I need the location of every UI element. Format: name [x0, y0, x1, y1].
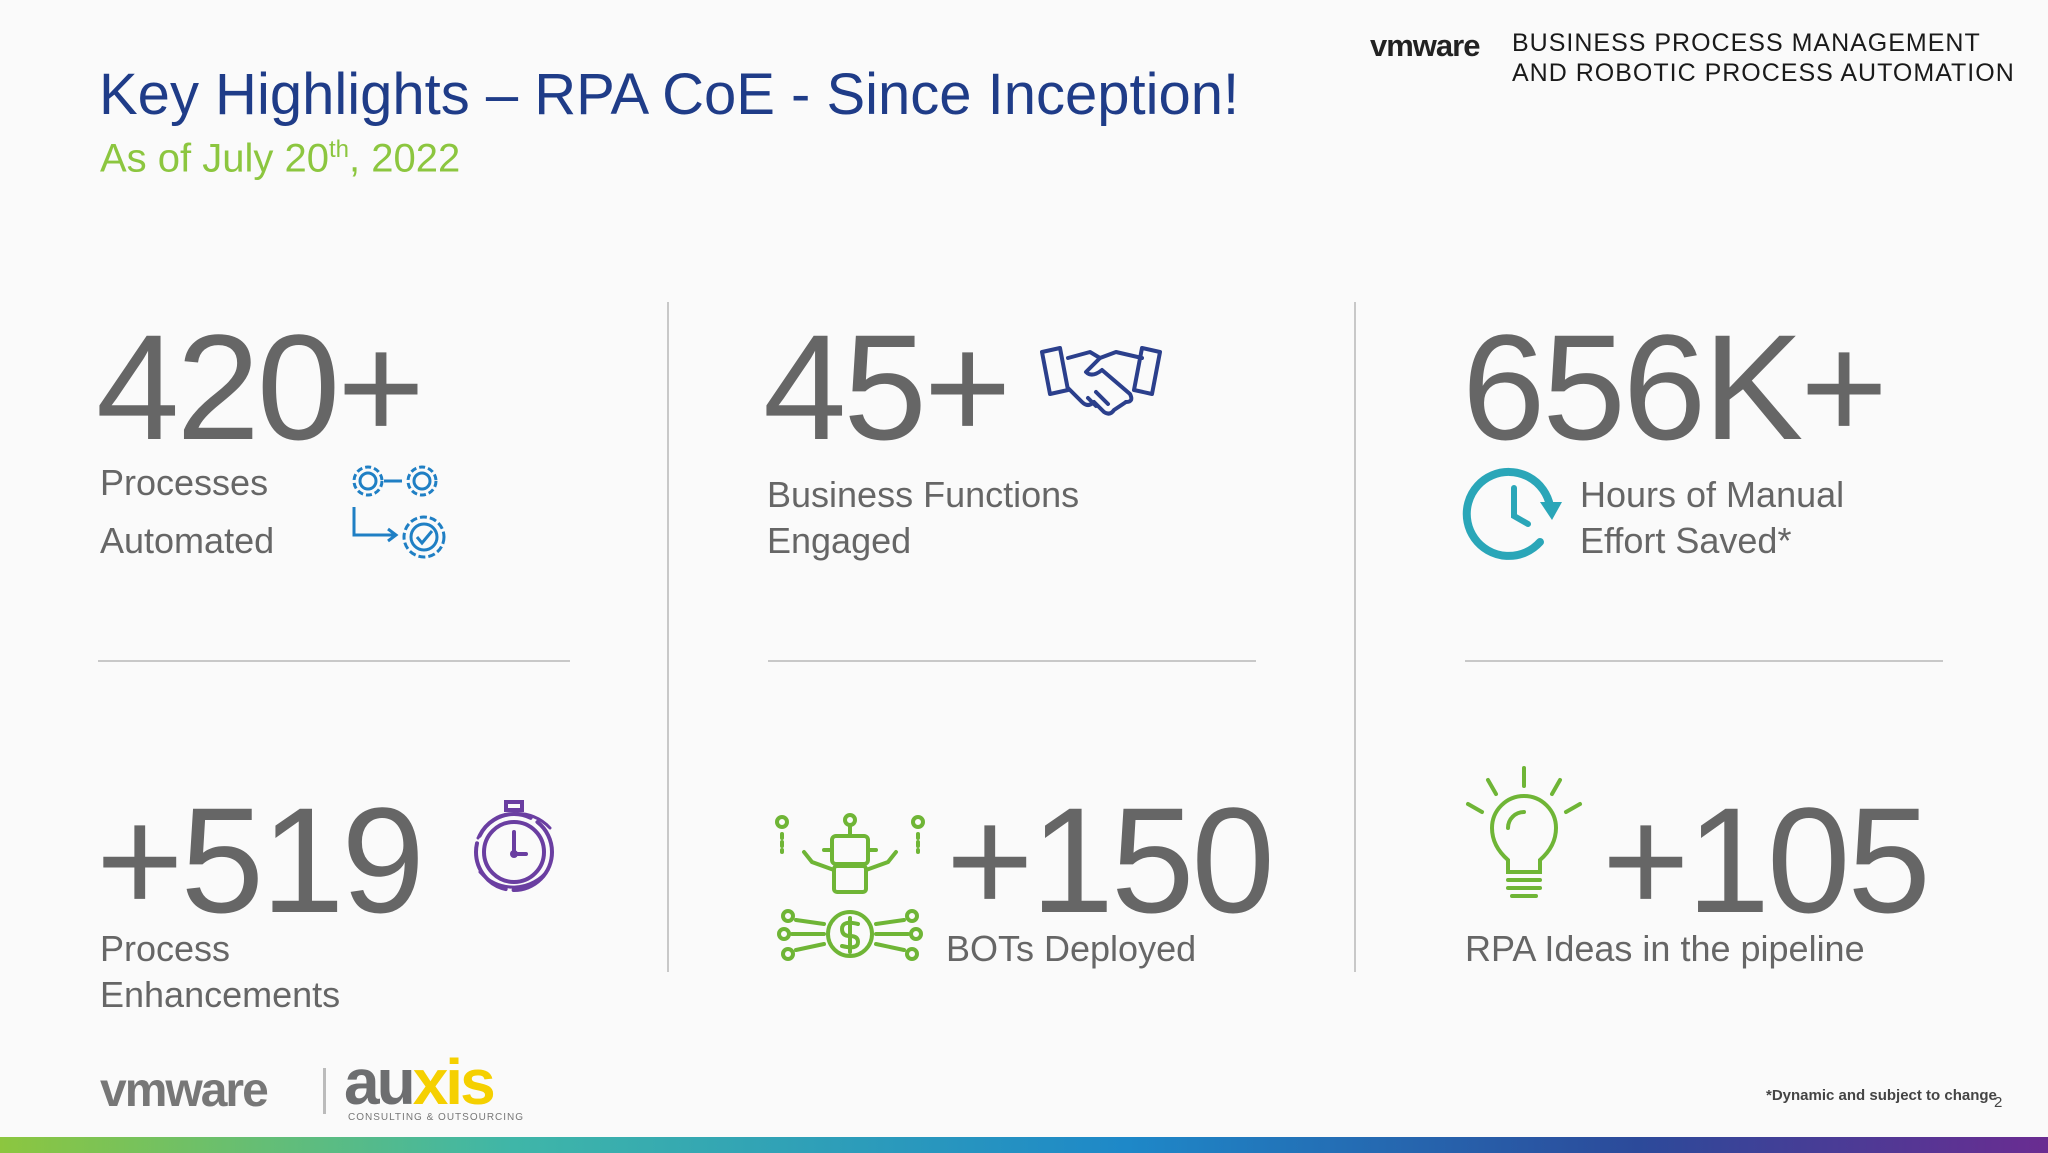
stat-ideas-value: +105 — [1602, 776, 1931, 944]
robot-money-icon — [775, 813, 925, 961]
subtitle-date: As of July 20 — [100, 136, 330, 181]
footer-vmware-logo: vmware — [100, 1064, 269, 1117]
stat-hours-value: 656K+ — [1462, 303, 1888, 471]
stat-hours-label: Hours of Manual Effort Saved* — [1580, 472, 1844, 564]
stat-processes-label: Processes Automated — [100, 460, 274, 564]
process-gears-icon — [352, 465, 446, 559]
stat-functions-value: 45+ — [763, 303, 1011, 471]
slide-title: Key Highlights – RPA CoE - Since Incepti… — [99, 62, 1240, 127]
subtitle-year: , 2022 — [349, 136, 461, 181]
footer-auxis-logo: auxis — [344, 1050, 496, 1114]
stat-hours-label-line1: Hours of Manual — [1580, 474, 1845, 515]
clock-refresh-icon — [1462, 467, 1562, 560]
footnote: *Dynamic and subject to change — [1766, 1087, 1997, 1104]
auxis-logo-part1: au — [344, 1046, 416, 1118]
stat-bots-value: +150 — [946, 776, 1275, 944]
slide-subtitle: As of July 20th, 2022 — [100, 136, 460, 181]
stat-bots-label: BOTs Deployed — [946, 928, 1197, 969]
column-divider-right — [1354, 302, 1356, 972]
row-divider-col3 — [1465, 660, 1943, 662]
vmware-logo: vmware — [1370, 28, 1480, 63]
stopwatch-cycle-icon — [474, 800, 554, 892]
stat-functions-label-line1: Business Functions — [767, 474, 1080, 515]
lightbulb-icon — [1466, 766, 1582, 898]
row-divider-col2 — [768, 660, 1256, 662]
stat-processes-value: 420+ — [96, 303, 425, 471]
column-divider-left — [667, 302, 669, 972]
brand-tagline: BUSINESS PROCESS MANAGEMENT AND ROBOTIC … — [1512, 28, 2015, 88]
stat-enhancements-label: Process Enhancements — [100, 926, 340, 1018]
bottom-gradient-bar — [0, 1137, 2048, 1153]
brand-tagline-line1: BUSINESS PROCESS MANAGEMENT — [1512, 29, 1981, 57]
row-divider-col1 — [98, 660, 570, 662]
footer-logo-separator — [323, 1068, 326, 1114]
page-number: 2 — [1994, 1094, 2003, 1111]
stat-functions-label: Business Functions Engaged — [767, 472, 1079, 564]
stat-processes-label-line1: Processes — [100, 462, 269, 503]
brand-tagline-line2: AND ROBOTIC PROCESS AUTOMATION — [1512, 59, 2015, 87]
subtitle-ordinal: th — [329, 136, 350, 163]
stat-processes-label-line2: Automated — [100, 520, 275, 561]
stat-hours-label-line2: Effort Saved* — [1580, 520, 1792, 561]
stat-enhancements-label-line1: Process — [100, 928, 231, 969]
stat-enhancements-value: +519 — [96, 776, 425, 944]
stat-functions-label-line2: Engaged — [767, 520, 912, 561]
stat-ideas-label: RPA Ideas in the pipeline — [1465, 928, 1865, 969]
stat-enhancements-label-line2: Enhancements — [100, 974, 341, 1015]
handshake-icon — [1040, 346, 1162, 416]
footer-auxis-tagline: CONSULTING & OUTSOURCING — [348, 1112, 525, 1123]
auxis-logo-part2: xis — [412, 1046, 496, 1118]
